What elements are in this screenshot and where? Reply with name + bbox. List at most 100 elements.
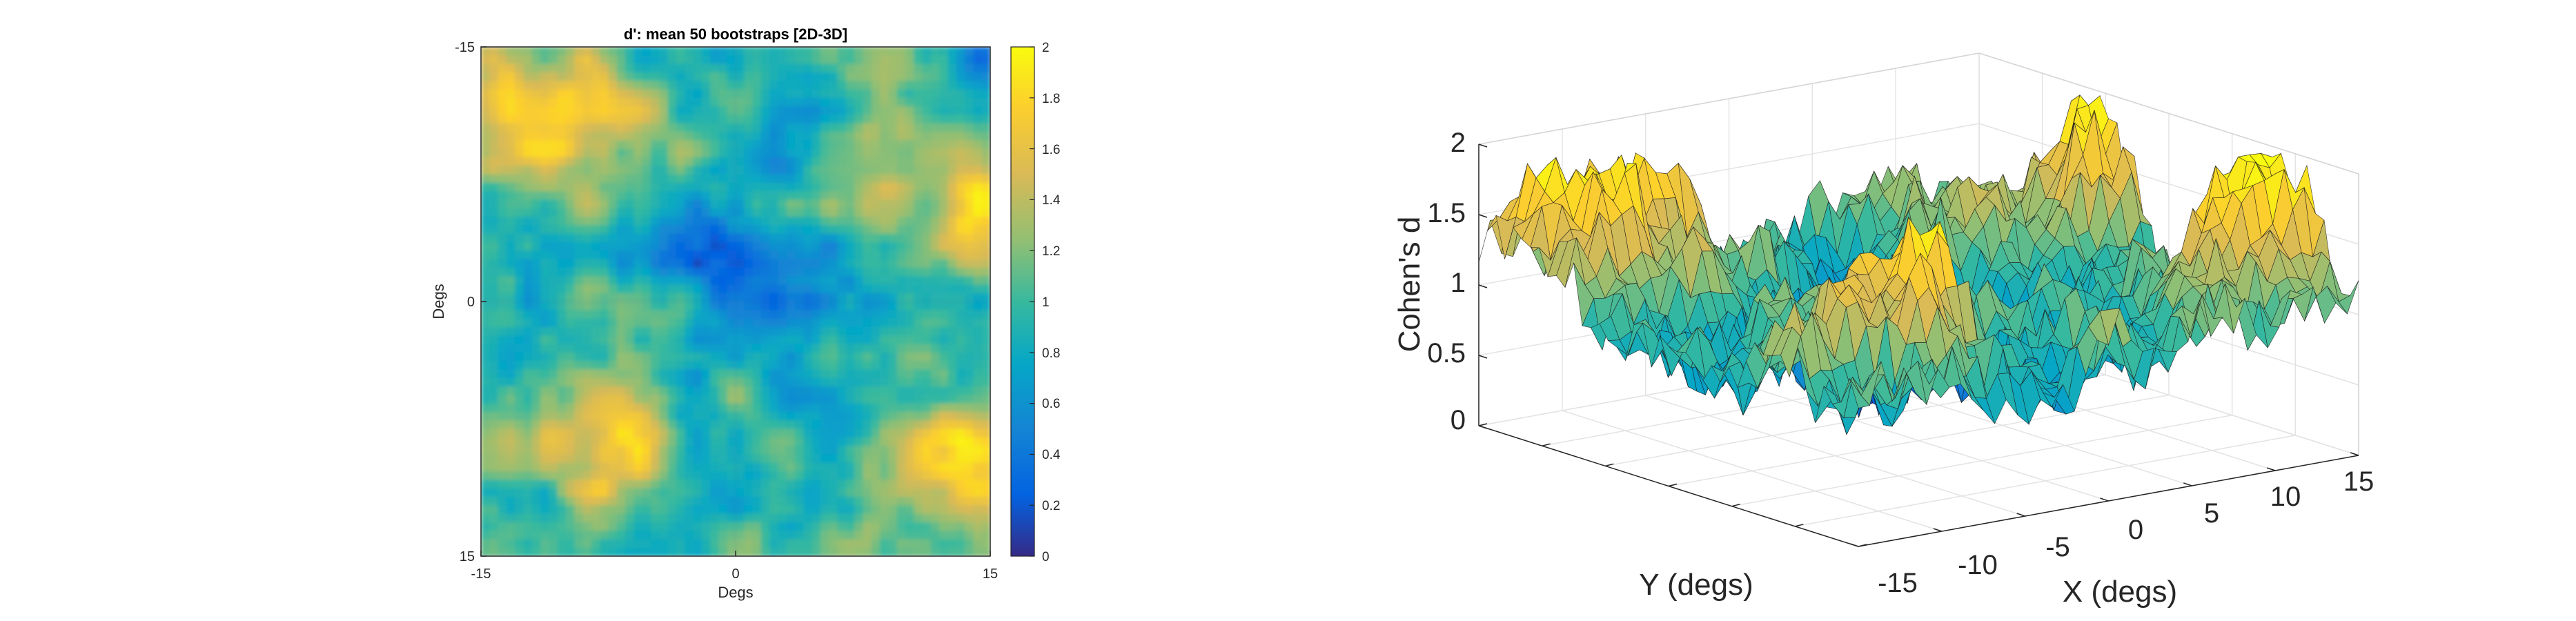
- heatmap-cell: [557, 462, 567, 472]
- heatmap-cell: [854, 115, 864, 124]
- heatmap-cell: [718, 531, 728, 540]
- heatmap-cell: [752, 97, 762, 107]
- heatmap-cell: [744, 267, 754, 277]
- heatmap-cell: [574, 547, 584, 556]
- heatmap-cell: [837, 182, 847, 192]
- heatmap-cell: [693, 411, 702, 421]
- heatmap-cell: [829, 259, 838, 268]
- heatmap-cell: [540, 386, 549, 395]
- heatmap-cell: [540, 446, 549, 455]
- heatmap-cell: [905, 352, 914, 362]
- heatmap-cell: [922, 284, 932, 294]
- heatmap-cell: [718, 446, 728, 455]
- heatmap-cell: [760, 403, 770, 413]
- heatmap-cell: [973, 403, 983, 413]
- heatmap-cell: [829, 428, 838, 438]
- heatmap-cell: [727, 276, 736, 285]
- heatmap-cell: [718, 182, 728, 192]
- heatmap-cell: [812, 276, 821, 285]
- heatmap-cell: [667, 55, 677, 65]
- heatmap-cell: [829, 547, 838, 556]
- heatmap-cell: [973, 115, 983, 124]
- heatmap-cell: [557, 166, 567, 175]
- heatmap-cell: [905, 284, 914, 294]
- heatmap-cell: [965, 148, 974, 158]
- heatmap-cell: [625, 539, 634, 549]
- heatmap-cell: [922, 403, 932, 413]
- heatmap-cell: [557, 344, 567, 353]
- heatmap-cell: [642, 225, 651, 235]
- heatmap-cell: [515, 420, 524, 430]
- heatmap-cell: [498, 208, 507, 217]
- heatmap-cell: [829, 462, 838, 472]
- heatmap-cell: [888, 386, 898, 395]
- heatmap-cell: [498, 166, 507, 175]
- heatmap-cell: [863, 148, 872, 158]
- heatmap-cell: [616, 513, 626, 523]
- heatmap-cell: [736, 369, 745, 379]
- heatmap-cell: [845, 250, 855, 260]
- heatmap-cell: [820, 174, 829, 184]
- heatmap-cell: [854, 386, 864, 395]
- heatmap-cell: [531, 276, 541, 285]
- heatmap-cell: [930, 446, 940, 455]
- heatmap-cell: [489, 403, 499, 413]
- heatmap-cell: [582, 547, 592, 556]
- heatmap-cell: [914, 233, 923, 243]
- heatmap-cell: [531, 250, 541, 260]
- heatmap-cell: [744, 471, 754, 480]
- heatmap-cell: [608, 63, 618, 73]
- heatmap-cell: [515, 284, 524, 294]
- heatmap-cell: [930, 344, 940, 353]
- heatmap-cell: [769, 47, 779, 56]
- heatmap-cell: [812, 454, 821, 464]
- heatmap-cell: [956, 166, 965, 175]
- heatmap-cell: [922, 318, 932, 328]
- heatmap-cell: [625, 411, 634, 421]
- heatmap-cell: [871, 403, 881, 413]
- heatmap-cell: [947, 369, 957, 379]
- heatmap-cell: [939, 471, 949, 480]
- heatmap-cell: [854, 377, 864, 387]
- heatmap-cell: [803, 276, 813, 285]
- heatmap-cell: [718, 471, 728, 480]
- heatmap-cell: [489, 471, 499, 480]
- heatmap-cell: [947, 539, 957, 549]
- heatmap-cell: [880, 446, 889, 455]
- heatmap-cell: [829, 217, 838, 226]
- heatmap-cell: [795, 166, 804, 175]
- heatmap-cell: [600, 63, 609, 73]
- heatmap-cell: [600, 505, 609, 515]
- heatmap-cell: [829, 276, 838, 285]
- heatmap-cell: [845, 302, 855, 310]
- heatmap-cell: [947, 480, 957, 489]
- heatmap-cell: [744, 233, 754, 243]
- heatmap-cell: [523, 55, 533, 65]
- heatmap-cell: [727, 199, 736, 209]
- heatmap-cell: [642, 284, 651, 294]
- heatmap-cell: [701, 55, 711, 65]
- heatmap-cell: [863, 310, 872, 319]
- heatmap-cell: [540, 369, 549, 379]
- heatmap-cell: [523, 454, 533, 464]
- heatmap-cell: [854, 361, 864, 370]
- heatmap-cell: [582, 302, 592, 310]
- heatmap-cell: [566, 352, 575, 362]
- heatmap-cell: [896, 369, 906, 379]
- heatmap-cell: [651, 284, 660, 294]
- heatmap-cell: [880, 132, 889, 141]
- heatmap-cell: [939, 369, 949, 379]
- heatmap-cell: [939, 174, 949, 184]
- heatmap-cell: [914, 505, 923, 515]
- heatmap-cell: [880, 81, 889, 90]
- heatmap-cell: [981, 47, 990, 56]
- heatmap-cell: [608, 148, 618, 158]
- heatmap-cell: [591, 191, 600, 200]
- heatmap-cell: [642, 531, 651, 540]
- heatmap-cell: [616, 276, 626, 285]
- heatmap-cell: [701, 395, 711, 404]
- heatmap-cell: [965, 47, 974, 56]
- heatmap-cell: [591, 293, 600, 302]
- heatmap-cell: [685, 326, 694, 336]
- heatmap-cell: [498, 480, 507, 489]
